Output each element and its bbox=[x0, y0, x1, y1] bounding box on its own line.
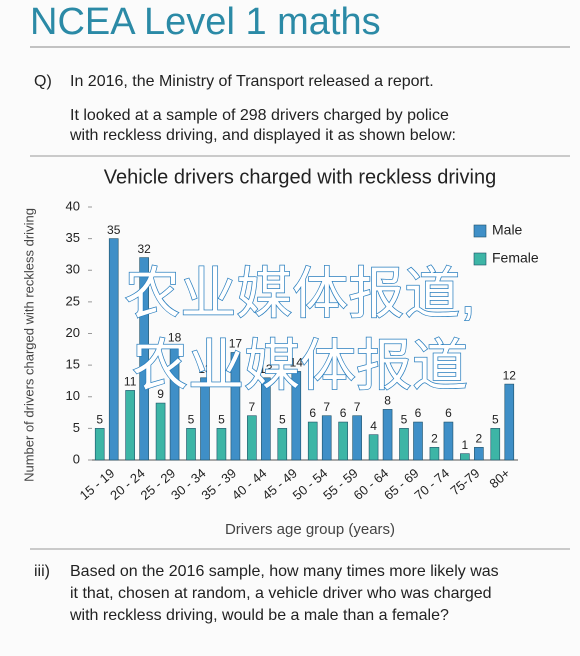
question-label: Q) bbox=[34, 73, 52, 90]
y-tick-label: 20 bbox=[66, 325, 80, 340]
bar bbox=[230, 352, 241, 461]
data-label: 4 bbox=[370, 419, 377, 433]
question-text: It looked at a sample of 298 drivers cha… bbox=[70, 107, 449, 124]
bar bbox=[474, 447, 484, 461]
bar bbox=[352, 415, 362, 461]
bar bbox=[125, 390, 135, 461]
bar bbox=[413, 421, 423, 461]
data-label: 6 bbox=[340, 406, 347, 420]
watermark: 农业媒体报道 bbox=[132, 334, 468, 397]
y-axis-label: Number of drivers charged with reckless … bbox=[21, 208, 36, 482]
chart-title: Vehicle drivers charged with reckless dr… bbox=[104, 166, 496, 188]
legend-swatch bbox=[473, 252, 487, 266]
data-label: 7 bbox=[354, 400, 361, 414]
bar bbox=[321, 415, 332, 461]
data-label: 13 bbox=[259, 362, 273, 376]
data-label: 35 bbox=[107, 223, 121, 237]
data-label: 14 bbox=[290, 356, 304, 370]
data-label: 18 bbox=[168, 330, 182, 344]
data-label: 9 bbox=[157, 387, 164, 401]
bar bbox=[94, 428, 105, 461]
question-text: In 2016, the Ministry of Transport relea… bbox=[70, 73, 434, 90]
bar bbox=[139, 257, 149, 461]
data-label: 1 bbox=[462, 438, 469, 452]
legend-swatch bbox=[473, 224, 487, 238]
bar bbox=[277, 428, 288, 461]
data-label: 5 bbox=[492, 413, 499, 427]
data-label: 5 bbox=[401, 413, 408, 427]
data-label: 6 bbox=[309, 406, 316, 420]
part-text: with reckless driving, would be a male t… bbox=[69, 607, 449, 624]
bar bbox=[155, 402, 166, 461]
bar bbox=[490, 428, 501, 461]
part-text: it that, chosen at random, a vehicle dri… bbox=[70, 585, 492, 602]
y-tick-label: 10 bbox=[66, 388, 80, 403]
y-tick-label: 15 bbox=[66, 357, 80, 372]
data-label: 7 bbox=[323, 400, 330, 414]
bar bbox=[382, 409, 393, 461]
bar bbox=[261, 377, 271, 461]
bar bbox=[443, 421, 454, 461]
bar bbox=[429, 447, 440, 461]
data-label: 17 bbox=[229, 337, 243, 351]
data-label: 6 bbox=[415, 406, 422, 420]
watermark: 农业媒体报道, bbox=[124, 262, 476, 325]
bar bbox=[368, 434, 379, 461]
bar bbox=[216, 428, 227, 461]
data-label: 5 bbox=[279, 413, 286, 427]
bar bbox=[108, 238, 119, 461]
data-label: 5 bbox=[188, 413, 195, 427]
data-label: 11 bbox=[124, 375, 137, 389]
y-tick-label: 0 bbox=[73, 451, 80, 466]
x-axis-label: Drivers age group (years) bbox=[225, 521, 395, 538]
legend-label: Male bbox=[492, 222, 523, 238]
bar bbox=[200, 377, 210, 461]
y-tick-label: 35 bbox=[66, 230, 80, 245]
y-tick-label: 5 bbox=[73, 420, 80, 435]
y-tick-label: 40 bbox=[66, 198, 80, 213]
data-label: 5 bbox=[96, 413, 103, 427]
data-label: 8 bbox=[384, 394, 391, 408]
data-label: 32 bbox=[137, 242, 151, 256]
question-text: with reckless driving, and displayed it … bbox=[69, 127, 456, 144]
bar bbox=[247, 415, 257, 461]
bar bbox=[504, 383, 515, 461]
bar bbox=[399, 428, 409, 461]
bar bbox=[291, 371, 302, 461]
bar bbox=[307, 421, 318, 461]
bar bbox=[338, 421, 348, 461]
y-tick-label: 30 bbox=[66, 262, 80, 277]
bar bbox=[186, 428, 196, 461]
data-label: 12 bbox=[503, 368, 517, 382]
data-label: 5 bbox=[218, 413, 225, 427]
page-title: NCEA Level 1 maths bbox=[30, 1, 381, 43]
data-label: 6 bbox=[445, 406, 452, 420]
part-text: Based on the 2016 sample, how many times… bbox=[70, 563, 499, 580]
bar bbox=[460, 453, 470, 461]
y-tick-label: 25 bbox=[66, 293, 80, 308]
data-label: 13 bbox=[198, 362, 212, 376]
part-label: iii) bbox=[34, 563, 50, 580]
legend-label: Female bbox=[492, 250, 539, 266]
data-label: 2 bbox=[431, 432, 438, 446]
bar bbox=[169, 345, 180, 461]
data-label: 2 bbox=[476, 432, 483, 446]
data-label: 7 bbox=[249, 400, 256, 414]
